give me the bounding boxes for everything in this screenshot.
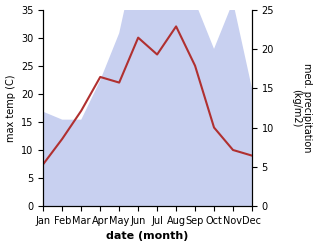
Y-axis label: max temp (C): max temp (C) (5, 74, 16, 142)
Y-axis label: med. precipitation
(kg/m2): med. precipitation (kg/m2) (291, 63, 313, 153)
X-axis label: date (month): date (month) (107, 231, 189, 242)
